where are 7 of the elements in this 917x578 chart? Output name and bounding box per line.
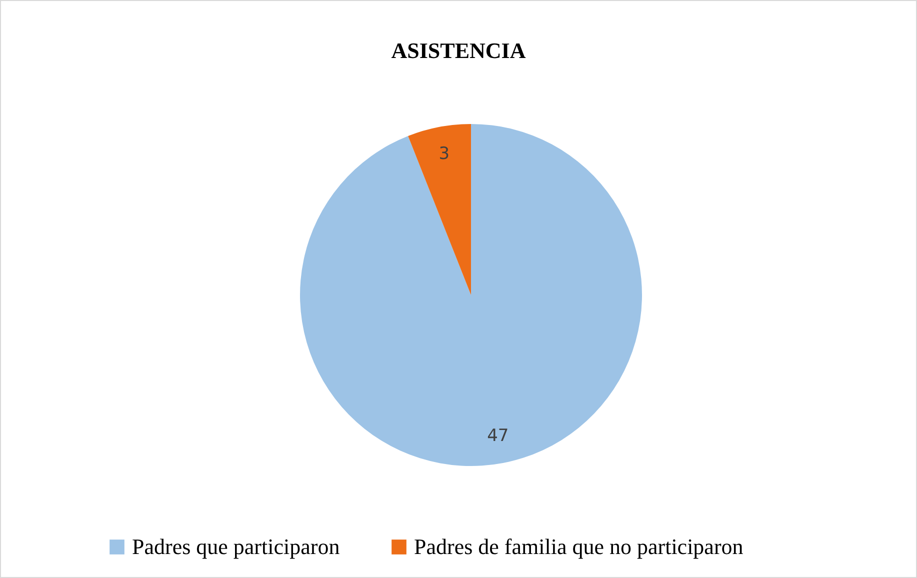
pie-slice <box>408 124 471 295</box>
pie-slice <box>300 124 642 466</box>
data-label: 3 <box>438 144 450 164</box>
legend-label: Padres que participaron <box>132 534 340 559</box>
chart-title: ASISTENCIA <box>391 38 526 63</box>
legend-label: Padres de familia que no participaron <box>414 534 744 559</box>
data-label: 47 <box>487 426 509 446</box>
